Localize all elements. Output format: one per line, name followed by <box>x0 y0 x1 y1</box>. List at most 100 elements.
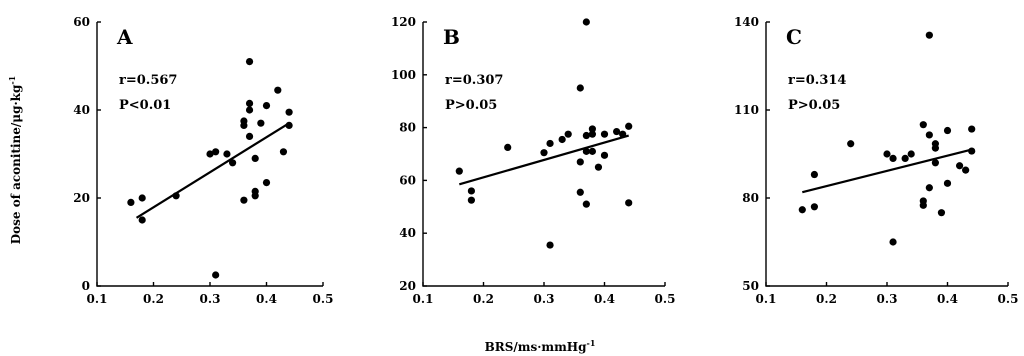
panel-a-data-point <box>138 194 146 202</box>
panel-b-data-point <box>576 188 584 196</box>
panel-c-data-point <box>907 150 915 158</box>
panel-b-data-point <box>576 158 584 166</box>
panel-b-data-point <box>600 130 609 138</box>
panel-b-data-point <box>594 163 603 171</box>
panel-c-p-value: P>0.05 <box>788 98 840 113</box>
panel-b-x-tick-label: 0.3 <box>534 292 555 306</box>
panel-a-data-point <box>240 121 248 129</box>
panel-b-data-point <box>546 139 554 148</box>
panel-b-y-tick-label: 60 <box>399 173 416 187</box>
panel-b-data-point <box>564 130 572 138</box>
panel-b-letter: B <box>443 25 460 49</box>
panel-a-data-point <box>212 271 220 279</box>
panel-a-regression-line <box>135 122 290 219</box>
panel-a-data-point <box>245 106 254 114</box>
panel-c-regression-line <box>802 148 972 194</box>
panel-a-data-point <box>262 102 271 110</box>
panel-a: 0.1 0.2 0.3 0.4 0.5 0 20 40 60 Ar=0.567 P<0.01 <box>73 15 333 306</box>
panel-a-data-point <box>285 108 293 116</box>
panel-c-y-tick-label: 50 <box>742 279 759 293</box>
panel-a-data-point <box>279 148 288 156</box>
panel-a-letter: A <box>116 25 133 49</box>
panel-a-data-point <box>245 99 254 107</box>
panel-c-data-point <box>919 201 927 209</box>
panel-c-data-point <box>925 31 933 39</box>
panel-c-data-point <box>925 184 933 192</box>
panel-b-y-tick-label: 20 <box>399 279 416 293</box>
panel-b-x-tick-label: 0.2 <box>473 292 494 306</box>
panel-a-data-point <box>138 216 146 224</box>
panel-c-data-point <box>919 121 927 129</box>
panel-c-data-point <box>968 125 976 133</box>
panel-b-data-point <box>613 127 621 136</box>
panel-c-data-point <box>943 126 952 135</box>
panel-b-r-value: r=0.307 <box>445 73 503 88</box>
panel-c-x-tick-label: 0.3 <box>877 292 898 306</box>
panel-a-data-point <box>285 121 293 129</box>
panel-b-data-point <box>455 167 463 175</box>
panel-b-data-point <box>576 84 584 92</box>
panel-a-p-value: P<0.01 <box>119 98 171 113</box>
panel-b-data-point <box>504 143 512 151</box>
panel-b-regression-line <box>458 134 630 186</box>
panel-b: 0.1 0.2 0.3 0.4 0.5 20 40 60 80 100 120 Br=0.307 P>0… <box>391 15 676 306</box>
panel-a-y-tick-label: 20 <box>73 191 90 205</box>
panel-b-x-tick-label: 0.1 <box>413 292 434 306</box>
panel-c-data-point <box>889 154 897 162</box>
panel-b-data-point <box>582 18 590 26</box>
panel-c-data-point <box>810 170 819 179</box>
panel-a-r-value: r=0.567 <box>119 73 177 88</box>
panel-a-y-tick-label: 60 <box>73 15 90 29</box>
panel-a-data-point <box>127 198 135 206</box>
panel-b-y-tick-label: 120 <box>391 15 416 29</box>
x-axis-title: BRS/ms·mmHg-1 <box>485 338 596 354</box>
panel-a-data-point <box>251 154 259 162</box>
panel-b-data-point <box>540 149 548 157</box>
panel-a-x-tick-label: 0.1 <box>87 292 108 306</box>
panel-c-data-point <box>968 147 976 155</box>
panel-c-data-point <box>810 203 819 211</box>
panel-c-r-value: r=0.314 <box>788 73 846 88</box>
panel-c-data-point <box>925 131 933 139</box>
panel-c-y-tick-label: 110 <box>734 103 759 117</box>
panel-b-data-point <box>467 196 475 204</box>
panel-b-data-point <box>582 131 590 140</box>
panel-c-y-tick-label: 80 <box>742 191 759 205</box>
panel-a-x-tick-label: 0.5 <box>313 292 334 306</box>
panel-c-x-tick-label: 0.2 <box>816 292 837 306</box>
panel-a-data-point <box>251 192 259 200</box>
panel-b-y-tick-label: 100 <box>391 68 416 82</box>
panel-c-data-point <box>889 238 897 246</box>
panel-b-x-tick-label: 0.4 <box>594 292 615 306</box>
panel-b-y-tick-label: 40 <box>399 226 416 240</box>
panel-c-data-point <box>931 159 940 167</box>
panel-a-data-point <box>240 196 248 204</box>
panel-c-data-point <box>798 206 806 214</box>
panel-c-data-point <box>931 144 940 152</box>
panel-c-letter: C <box>786 25 802 49</box>
panel-a-data-point <box>229 159 237 167</box>
panel-a-y-tick-label: 40 <box>73 103 90 117</box>
panel-b-data-point <box>625 199 633 207</box>
panel-c-x-tick-label: 0.4 <box>937 292 958 306</box>
panel-c-data-point <box>962 166 970 174</box>
panel-b-data-point <box>625 122 633 130</box>
panel-a-data-point <box>274 86 282 94</box>
panel-b-y-tick-label: 80 <box>399 121 416 135</box>
panel-b-data-point <box>588 147 597 155</box>
panel-b-data-point <box>467 187 475 195</box>
panel-b-data-point <box>588 130 597 138</box>
panel-a-data-point <box>212 148 220 156</box>
y-axis-title: Dose of aconitine/μg·kg-1 <box>7 76 23 244</box>
panel-a-y-tick-label: 0 <box>82 279 90 293</box>
panel-b-data-point <box>582 147 590 155</box>
panel-b-data-point <box>600 151 609 159</box>
panel-a-data-point <box>206 150 214 158</box>
panel-a-data-point <box>257 119 265 127</box>
panel-b-data-point <box>546 241 554 249</box>
panel-a-x-tick-label: 0.4 <box>256 292 277 306</box>
panel-b-data-point <box>582 200 590 208</box>
panel-a-x-tick-label: 0.3 <box>200 292 221 306</box>
panel-b-data-point <box>619 130 627 138</box>
